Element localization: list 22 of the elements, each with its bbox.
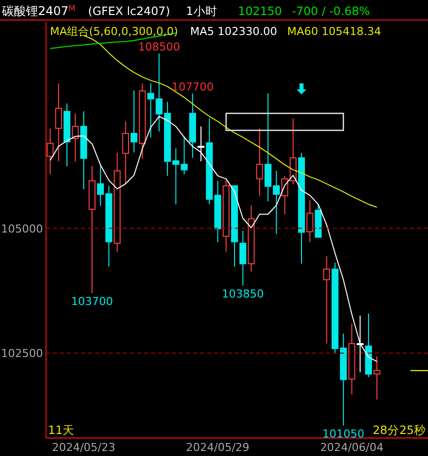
x-tick-label: 2024/05/29 — [186, 441, 250, 454]
text: 1小时 — [186, 4, 218, 18]
line-series — [83, 34, 378, 208]
line-series — [50, 116, 378, 362]
annotation: 103850 — [222, 288, 264, 301]
text: 102150 — [238, 4, 282, 18]
x-tick-label: 2024/06/04 — [320, 441, 384, 454]
annotation: 101050 — [322, 428, 364, 441]
legend-title: MA组合(5,60,0,300,0,0) — [50, 25, 178, 38]
annotation: 103700 — [71, 295, 114, 308]
text: -700 / -0.68% — [292, 4, 370, 18]
annotation: 28分25秒 — [372, 423, 426, 437]
annotation: 107700 — [172, 80, 214, 94]
annotation: 11天 — [48, 423, 75, 437]
y-tick-label: 105000 — [1, 222, 43, 236]
x-tick-label: 2024/05/23 — [52, 441, 116, 454]
annotation: 108500 — [138, 40, 180, 54]
chart-subtitle: (GFEX lc2407) — [88, 4, 170, 18]
text: MA60 105418.34 — [287, 25, 382, 38]
chart-title: 碳酸锂2407$^{M}$ — [1, 4, 76, 18]
y-tick-label: 102500 — [1, 347, 43, 360]
text: MA5 102330.00 — [190, 25, 278, 38]
